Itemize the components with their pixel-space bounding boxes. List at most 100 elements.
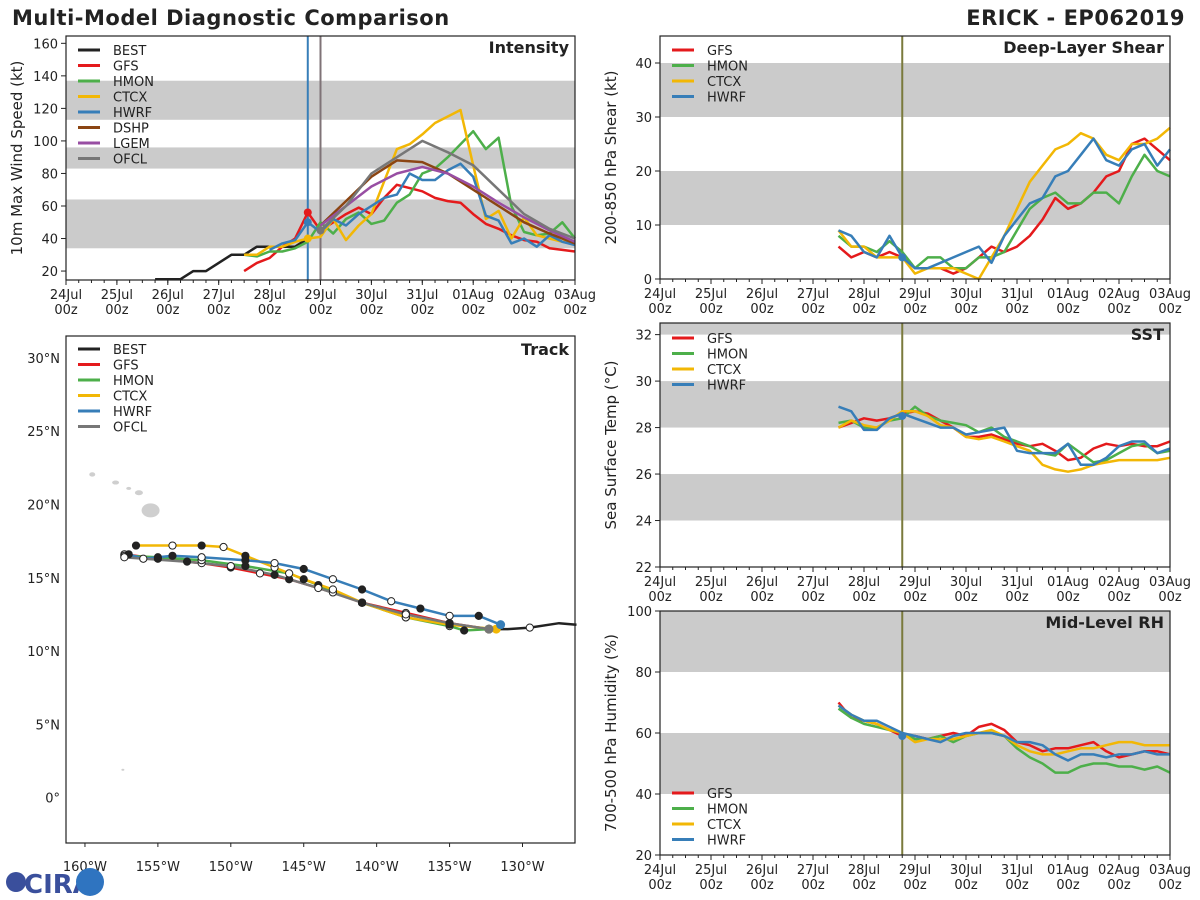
- legend-label: GFS: [707, 787, 733, 802]
- x-tick-hour: 00z: [462, 303, 486, 318]
- x-tick-day: 25Jul: [695, 575, 727, 590]
- chart-sst: 22242628303224Jul00z25Jul00z26Jul00z27Ju…: [602, 322, 1191, 605]
- legend-label: GFS: [113, 60, 139, 75]
- x-tick-day: 02Aug: [503, 288, 545, 303]
- chart-intensity: 2040608010012014016024Jul00z25Jul00z26Ju…: [8, 35, 596, 318]
- x-tick-day: 25Jul: [695, 287, 727, 302]
- y-tick-label: 24: [635, 515, 652, 530]
- x-tick-hour: 00z: [648, 878, 672, 893]
- x-tick-day: 01Aug: [1047, 287, 1089, 302]
- y-tick-label: 40: [41, 233, 58, 248]
- y-tick-label: 10: [635, 219, 652, 234]
- lon-tick-label: 140°W: [355, 860, 399, 875]
- x-tick-day: 28Jul: [848, 575, 880, 590]
- chart-deep-layer-shear: 01020304024Jul00z25Jul00z26Jul00z27Jul00…: [602, 35, 1191, 317]
- marker-hwrf: [898, 732, 907, 741]
- track-point: [328, 585, 337, 594]
- x-tick-day: 26Jul: [746, 287, 778, 302]
- x-tick-day: 02Aug: [1098, 575, 1140, 590]
- x-tick-day: 03Aug: [554, 288, 596, 303]
- y-tick-label: 160: [33, 37, 58, 52]
- panel-title: Mid-Level RH: [1045, 613, 1164, 632]
- x-tick-day: 24Jul: [644, 575, 676, 590]
- x-tick-hour: 00z: [1056, 590, 1080, 605]
- legend-label: CTCX: [707, 363, 741, 378]
- x-tick-hour: 00z: [801, 302, 825, 317]
- y-tick-label: 32: [635, 329, 652, 344]
- x-tick-day: 29Jul: [899, 575, 931, 590]
- track-point: [131, 541, 141, 550]
- x-tick-hour: 00z: [512, 303, 536, 318]
- legend-label: CTCX: [707, 818, 741, 833]
- track-point: [270, 559, 279, 568]
- x-tick-day: 24Jul: [50, 288, 82, 303]
- x-tick-day: 27Jul: [797, 863, 829, 878]
- x-tick-hour: 00z: [903, 302, 927, 317]
- track-point: [285, 569, 294, 578]
- legend-label: HMON: [707, 60, 748, 75]
- track-map: 160°W 155°W 150°W 145°W 140°W 135°W 130°W30°N2…: [27, 335, 577, 875]
- series-line-ofcl: [319, 139, 576, 240]
- y-tick-label: 140: [33, 70, 58, 85]
- x-tick-hour: 00z: [1005, 878, 1029, 893]
- legend-label: BEST: [113, 343, 146, 358]
- y-tick-label: 20: [635, 165, 652, 180]
- y-tick-label: 20: [635, 849, 652, 864]
- x-tick-hour: 00z: [903, 878, 927, 893]
- x-tick-hour: 00z: [1056, 878, 1080, 893]
- x-tick-hour: 00z: [309, 303, 333, 318]
- track-point: [525, 623, 534, 632]
- legend-label: GFS: [113, 359, 139, 374]
- track-start-ofcl: [484, 624, 494, 634]
- track-point: [328, 575, 337, 584]
- cira-logo: CIRA: [6, 868, 104, 900]
- track-start-hwrf: [496, 620, 506, 630]
- lat-tick-label: 0°: [45, 792, 60, 807]
- x-tick-hour: 00z: [1107, 878, 1131, 893]
- x-tick-day: 24Jul: [644, 863, 676, 878]
- x-tick-day: 29Jul: [899, 287, 931, 302]
- x-tick-hour: 00z: [954, 590, 978, 605]
- x-tick-hour: 00z: [54, 303, 78, 318]
- lat-tick-label: 30°N: [27, 352, 60, 367]
- track-point: [401, 610, 410, 619]
- island-shape: [134, 490, 143, 496]
- marker-ctcx: [303, 234, 312, 243]
- marker-gfs: [303, 208, 312, 217]
- shaded-band: [660, 611, 1170, 672]
- y-axis-label: Sea Surface Temp (°C): [602, 360, 620, 529]
- track-point: [182, 557, 192, 566]
- legend-label: HMON: [707, 803, 748, 818]
- track-point: [241, 556, 250, 565]
- track-line-hwrf: [128, 553, 502, 626]
- legend-label: HWRF: [113, 405, 152, 420]
- x-tick-day: 27Jul: [203, 288, 235, 303]
- y-tick-label: 60: [41, 200, 58, 215]
- legend-label: HMON: [113, 374, 154, 389]
- x-tick-day: 31Jul: [1001, 863, 1033, 878]
- y-tick-label: 30: [635, 111, 652, 126]
- x-tick-hour: 00z: [1056, 302, 1080, 317]
- legend-label: BEST: [113, 44, 146, 59]
- track-point: [357, 598, 367, 607]
- y-tick-label: 120: [33, 102, 58, 117]
- x-tick-day: 01Aug: [1047, 575, 1089, 590]
- y-tick-label: 100: [627, 605, 652, 620]
- track-point: [460, 626, 469, 635]
- panel-title: Intensity: [489, 38, 570, 57]
- marker-hwrf: [898, 411, 907, 420]
- x-tick-day: 27Jul: [797, 287, 829, 302]
- x-tick-hour: 00z: [1107, 302, 1131, 317]
- x-tick-day: 30Jul: [355, 288, 387, 303]
- series-line-ctcx: [244, 108, 575, 257]
- x-tick-hour: 00z: [648, 590, 672, 605]
- series-line-lgem: [319, 165, 576, 243]
- x-tick-day: 01Aug: [1047, 863, 1089, 878]
- legend-label: HWRF: [707, 379, 746, 394]
- x-tick-hour: 00z: [648, 302, 672, 317]
- y-tick-label: 0: [644, 273, 652, 288]
- y-tick-label: 60: [635, 727, 652, 742]
- legend-label: CTCX: [113, 390, 147, 405]
- x-tick-hour: 00z: [699, 302, 723, 317]
- y-axis-label: 200-850 hPa Shear (kt): [602, 71, 620, 245]
